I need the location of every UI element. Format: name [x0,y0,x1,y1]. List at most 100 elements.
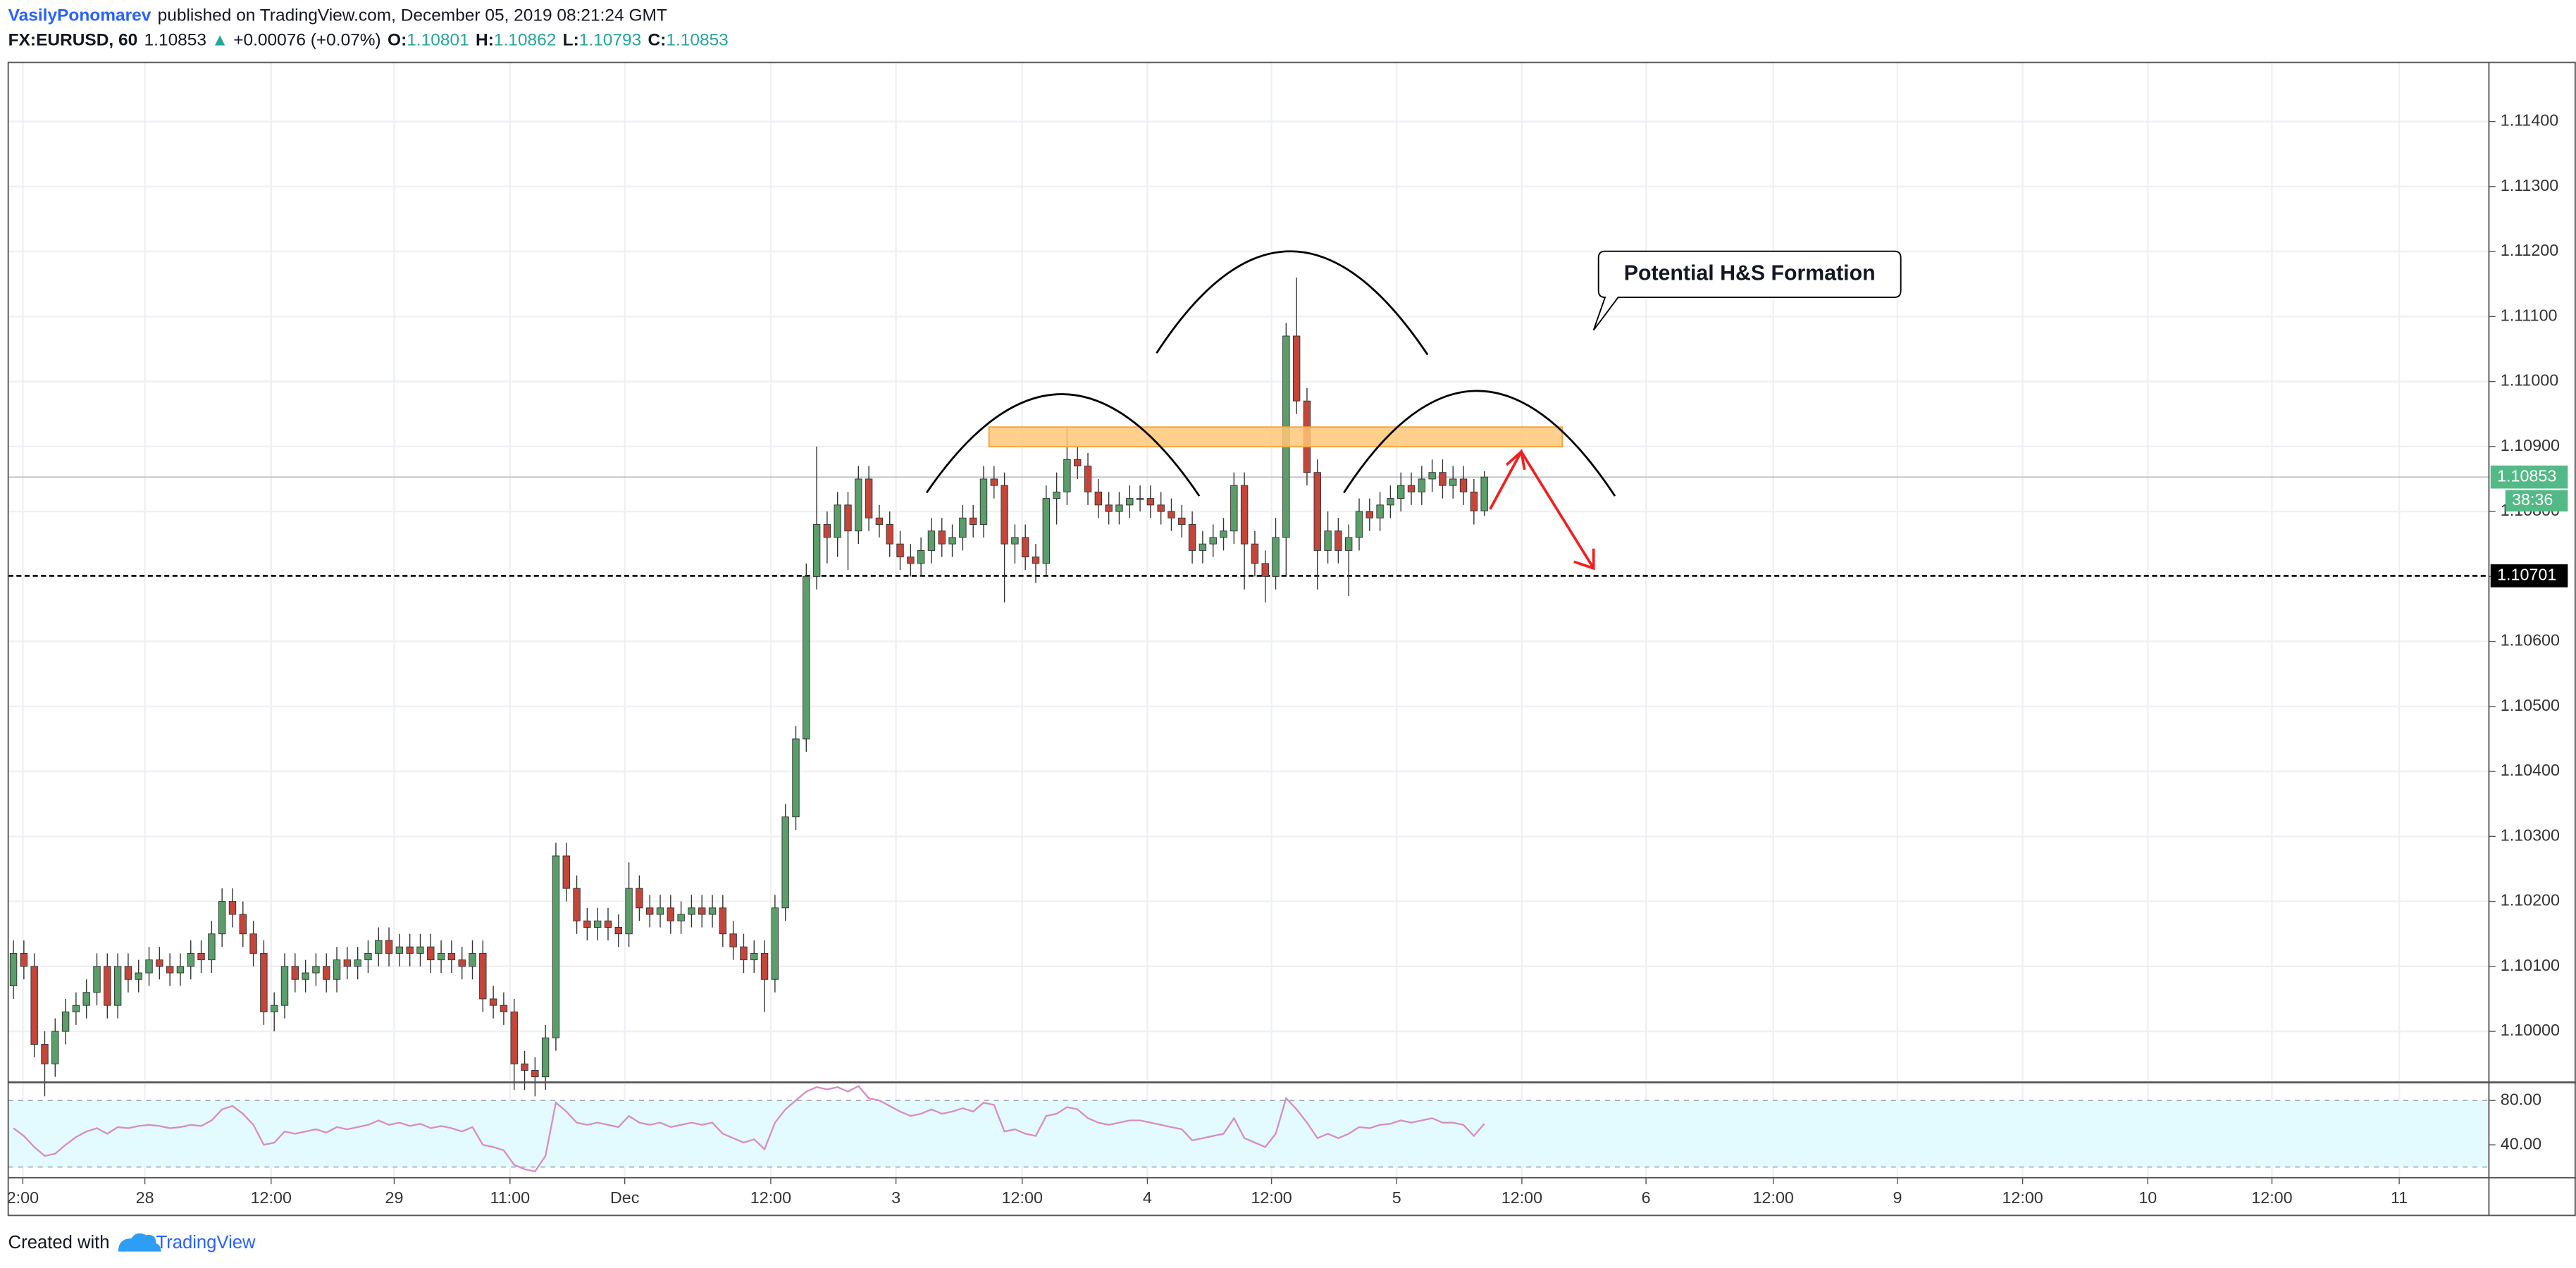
candle-body [145,959,153,974]
candle-body [865,478,873,518]
created-with: Created with [8,1233,110,1253]
annotation-text: Potential H&S Formation [1624,261,1876,285]
resistance-zone [988,426,1563,448]
logo[interactable] [118,1233,161,1252]
candle-body [562,855,570,889]
candle-body [1042,498,1051,564]
candle-body [479,952,487,1000]
price-badge-label: 1.10853 [2497,466,2556,485]
candle-body [312,966,320,974]
candle-body [1074,459,1082,466]
candle-body [625,888,633,935]
candle-body [1449,478,1457,486]
candle-body [1209,537,1217,545]
left-shoulder [925,393,1201,497]
y-tick-label: 40.00 [2501,1134,2541,1152]
candle-body [1470,491,1478,511]
candle-body [1063,459,1071,492]
candle-body [447,952,456,961]
candle-body [489,998,497,1006]
candle-body [72,1005,80,1012]
drawings: Potential H&S Formation [925,250,1902,571]
candle-body [1168,511,1175,518]
candle-body [1084,466,1092,492]
x-tick-label: 12:00 [750,1188,791,1207]
candle-body [1335,530,1342,551]
candle-body [458,959,466,967]
candle-body [896,543,904,558]
candle-body [1387,498,1394,506]
candle-body [270,1005,278,1012]
candle-body [1146,498,1155,506]
candle-body [385,940,393,954]
candle-body [855,478,862,532]
x-tick-label: 3 [891,1188,900,1207]
candle-body [197,952,205,961]
candle-body [208,933,216,961]
right-shoulder [1343,390,1616,497]
y-tick-label: 1.11300 [2501,176,2559,194]
head [1156,250,1429,356]
brand[interactable]: TradingView [156,1233,256,1253]
x-tick-label: 28 [136,1188,154,1207]
candle-body [1480,476,1488,511]
candle-body [781,816,789,909]
y-tick-label: 1.11000 [2501,371,2559,390]
candle-body [1418,478,1426,492]
x-tick-label: 11:00 [490,1188,531,1207]
countdown: 38:36 [2512,490,2553,509]
candle-body [1313,472,1321,551]
candle-body [1344,537,1353,551]
axes: 1.10000 1.10100 1.10200 1.10300 1.10400 1.105… [7,61,2576,1217]
candle-body [333,959,341,980]
x-tick-label: 11 [2391,1188,2408,1207]
candle-body [375,940,383,954]
ohlc-label: C: [648,31,667,50]
x-tick-label: 12:00 [2002,1188,2043,1207]
footer: Created with TradingView [8,1233,256,1253]
frame [7,61,2576,1217]
candle-body [218,901,226,935]
x-tick-label: 12:00 [1753,1188,1794,1207]
x-tick-label: 6 [1642,1188,1651,1207]
author[interactable]: VasilyPonomarev [8,6,151,25]
header-line-1: VasilyPonomarev published on TradingView.… [8,6,667,25]
candle-body [917,549,925,564]
candle-body [667,907,675,921]
candle-body [521,1063,528,1071]
hline-badge [2490,564,2568,588]
candle-body [844,504,852,532]
y-tick-label: 1.10000 [2501,1021,2560,1039]
candle-body [41,1044,49,1064]
x-tick-label: 5 [1392,1188,1401,1207]
candle-body [280,966,289,1006]
x-tick-label: Dec [610,1188,640,1207]
candle-body [531,1069,539,1078]
header: VasilyPonomarev published on TradingView.… [8,6,729,50]
x-tick-label: 4 [1143,1188,1152,1207]
candle-body [1366,511,1373,518]
candle-body [1032,557,1040,564]
candle-body [938,530,946,545]
candle-body [427,946,435,961]
candle-body [1053,491,1060,499]
y-tick-label: 1.10900 [2501,436,2560,454]
candle-body [302,972,309,980]
candle-body [708,907,717,915]
candle-body [541,1037,550,1078]
rsi-line [13,1085,1485,1173]
y-tick-label: 1.10300 [2501,826,2560,844]
candle-body [636,888,643,909]
candle-body [1178,517,1186,525]
candle-body [677,914,685,921]
published: published on TradingView.com, December 0… [158,6,667,25]
candle-body [688,907,695,915]
candle-body [1157,504,1165,512]
candle-body [1021,537,1029,558]
candle-body [552,855,560,1038]
candle-body [1407,485,1416,492]
candle-body [875,517,884,525]
candle-body [135,972,142,980]
candle-body [1126,498,1134,506]
